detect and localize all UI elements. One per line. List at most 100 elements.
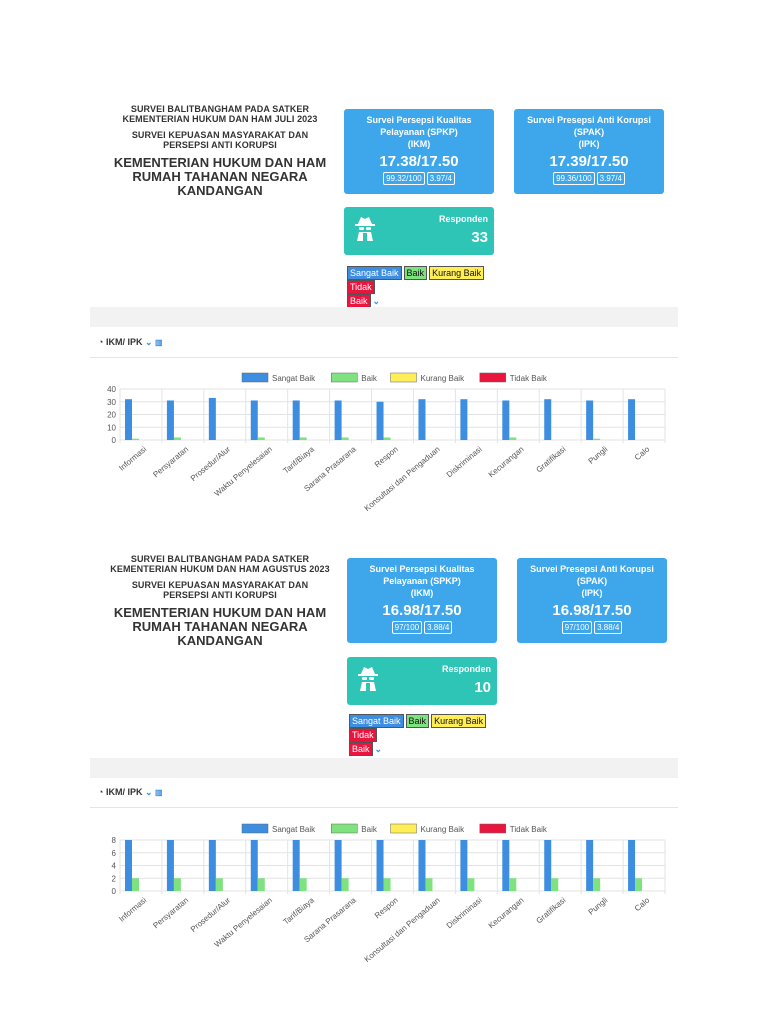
y-tick-label: 20 [107, 411, 116, 420]
bar-sangat-baik [208, 397, 216, 440]
x-tick-label: Calo [633, 895, 652, 913]
bar-chart-icon[interactable]: ▥ [155, 338, 163, 347]
bar-baik [341, 437, 349, 440]
july-spkp-card: Survei Persepsi Kualitas Pelayanan (SPKP… [344, 109, 494, 194]
july-spak-card: Survei Presepsi Anti Korupsi (SPAK) (IPK… [514, 109, 664, 194]
card-title-line: (IKM) [407, 139, 431, 149]
x-tick-label: Persyaratan [151, 445, 190, 480]
card-title-line: Survei Persepsi Kualitas [369, 564, 475, 574]
bar-baik [425, 878, 433, 891]
july-survey-heading: SURVEI BALITBANGHAM PADA SATKER KEMENTER… [100, 104, 340, 198]
section-title: IKM/ IPK [105, 337, 143, 347]
legend-swatch [390, 823, 417, 834]
bar-sangat-baik [544, 840, 552, 891]
chevron-down-icon[interactable]: ⌄ [144, 787, 153, 797]
x-tick-label: Pungli [587, 896, 610, 917]
x-tick-label: Kecurangan [487, 896, 526, 931]
x-tick-label: Respon [373, 445, 400, 470]
bar-baik [551, 878, 559, 891]
x-tick-label: Informasi [117, 895, 148, 923]
legend-tidak-baik[interactable]: Tidak [349, 728, 377, 742]
y-tick-label: 8 [112, 836, 117, 845]
bar-sangat-baik [376, 401, 384, 440]
responden-count: 33 [471, 229, 488, 246]
bar-baik [173, 878, 181, 891]
ipk-score: 16.98/17.50 [552, 602, 632, 619]
bar-sangat-baik [376, 840, 384, 891]
y-tick-label: 40 [107, 385, 116, 394]
survey-title-line: PERSEPSI ANTI KORUPSI [163, 140, 277, 150]
card-title-line: (IPK) [581, 588, 603, 598]
y-tick-label: 6 [112, 849, 117, 858]
card-title-line: (SPAK) [576, 576, 608, 586]
section-divider [90, 758, 678, 778]
chevron-down-icon[interactable]: ⌄ [372, 296, 381, 306]
bar-baik [299, 437, 307, 440]
x-tick-label: Gratifikasi [534, 444, 567, 474]
july-bar-chart: Sangat Baik Baik Kurang Baik Tidak Baik 0 10 2… [107, 372, 666, 513]
july-survey-panel: SURVEI BALITBANGHAM PADA SATKER KEMENTER… [90, 92, 678, 308]
legend-label: Tidak Baik [510, 374, 548, 383]
card-title-line: Survei Persepsi Kualitas [366, 115, 472, 125]
card-title-line: (IKM) [410, 588, 434, 598]
july-chart-panel: ◔ IKM/ IPK ⌄ ▥ Sangat Baik Baik Kurang Bai… [90, 327, 678, 517]
legend-label: Tidak Baik [510, 825, 548, 834]
legend-kurang-baik[interactable]: Kurang Baik [429, 266, 485, 280]
july-responden-card: Responden 33 [344, 207, 494, 255]
chevron-down-icon[interactable]: ⌄ [144, 337, 153, 347]
legend-kurang-baik[interactable]: Kurang Baik [431, 714, 487, 728]
org-name: KEMENTERIAN HUKUM DAN HAM [113, 155, 327, 170]
bar-sangat-baik [125, 399, 132, 440]
x-tick-label: Diskriminasi [445, 896, 484, 931]
section-title: IKM/ IPK [105, 787, 143, 797]
x-tick-label: Respon [373, 896, 400, 921]
bar-baik [467, 878, 475, 891]
bar-sangat-baik [208, 840, 216, 891]
x-tick-label: Calo [633, 444, 652, 462]
legend-tidak-baik-cont[interactable]: Baik [349, 742, 373, 756]
legend-sangat-baik[interactable]: Sangat Baik [349, 714, 404, 728]
august-chart-panel: ◔ IKM/ IPK ⌄ ▥ Sangat Baik Baik Kurang Bai… [90, 778, 678, 974]
ikm-scale-badge: 3.97/4 [426, 172, 455, 185]
bar-sangat-baik [125, 840, 132, 891]
ikm-percent-badge: 99.32/100 [383, 172, 425, 185]
legend-sangat-baik[interactable]: Sangat Baik [347, 266, 402, 280]
bar-sangat-baik [544, 399, 552, 440]
legend-swatch [241, 372, 269, 383]
ikm-score: 17.38/17.50 [379, 153, 459, 170]
bar-sangat-baik [502, 400, 510, 440]
bar-chart-icon[interactable]: ▥ [155, 788, 163, 797]
section-divider [90, 307, 678, 327]
bar-sangat-baik [292, 400, 300, 440]
bar-sangat-baik [292, 840, 300, 891]
legend-baik[interactable]: Baik [403, 266, 428, 280]
chevron-down-icon[interactable]: ⌄ [374, 744, 383, 754]
bar-sangat-baik [334, 400, 342, 440]
legend-tidak-baik-cont[interactable]: Baik [347, 294, 371, 308]
legend-swatch [241, 823, 269, 834]
bar-baik [383, 437, 391, 440]
bar-baik [299, 878, 307, 891]
responden-count: 10 [474, 679, 491, 696]
x-tick-label: Pungli [587, 445, 610, 466]
august-section-header: ◔ IKM/ IPK ⌄ ▥ [98, 787, 163, 798]
bar-baik [173, 437, 181, 440]
august-bar-chart: Sangat Baik Baik Kurang Baik Tidak Baik 0 2 4 6… [112, 823, 666, 964]
bar-baik [132, 438, 139, 440]
bar-sangat-baik [628, 840, 636, 891]
x-tick-label: Kecurangan [487, 445, 526, 480]
dashboard-icon: ◔ [98, 337, 104, 347]
bar-sangat-baik [418, 840, 426, 891]
x-tick-label: Konsultasi dan Pengaduan [363, 445, 442, 513]
legend-baik[interactable]: Baik [405, 714, 430, 728]
ipk-score: 17.39/17.50 [549, 153, 629, 170]
responden-label: Responden [438, 214, 488, 224]
bar-baik [383, 878, 391, 891]
x-tick-label: Persyaratan [151, 896, 190, 931]
survey-title-line: PERSEPSI ANTI KORUPSI [163, 590, 277, 600]
survey-title-line: KEMENTERIAN HUKUM DAN HAM JULI 2023 [122, 114, 318, 124]
bar-sangat-baik [166, 840, 174, 891]
legend-tidak-baik[interactable]: Tidak [347, 280, 375, 294]
header-divider [90, 357, 678, 358]
bar-baik [215, 878, 223, 891]
